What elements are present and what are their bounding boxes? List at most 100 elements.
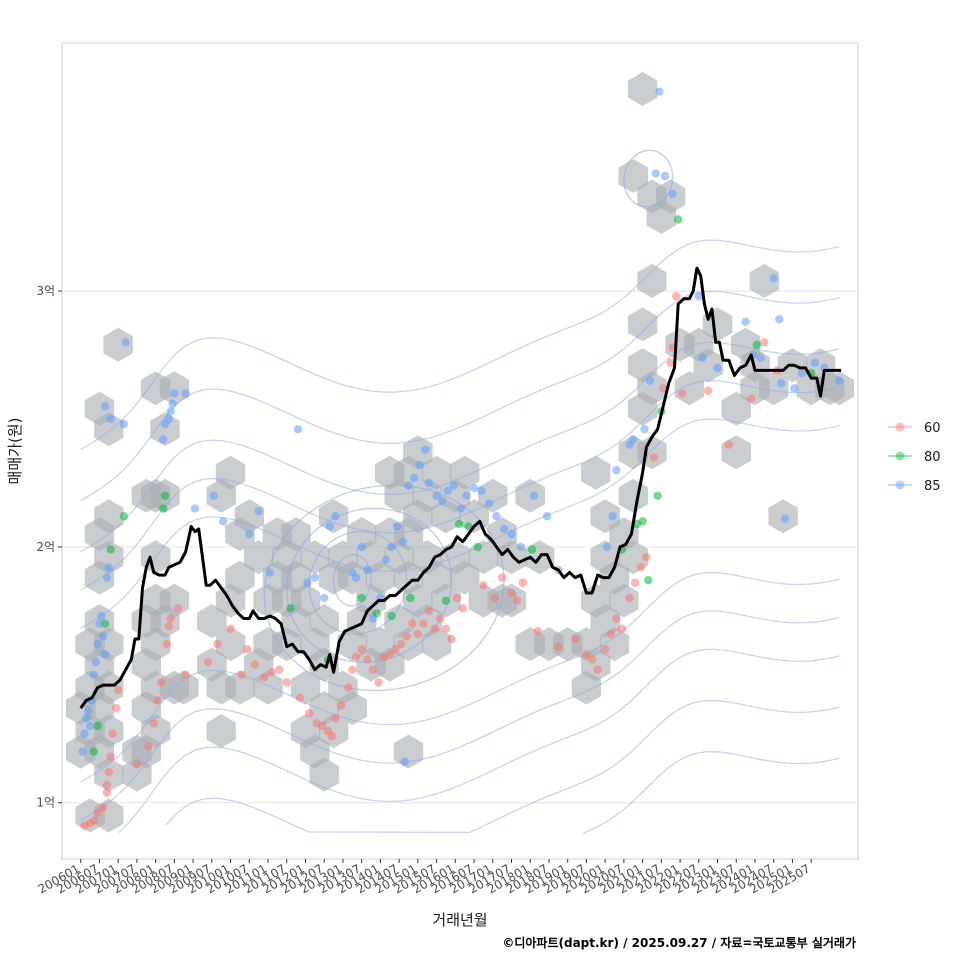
legend-key-point (895, 480, 905, 490)
data-point-60 (260, 673, 269, 682)
data-point-85 (158, 435, 168, 444)
density-contour (80, 572, 840, 783)
y-axis: 1억 2억 3억 (36, 284, 62, 810)
data-point-85 (835, 376, 844, 385)
data-point-85 (668, 189, 677, 199)
hexbin-cell (243, 540, 274, 575)
legend-label: 80 (924, 450, 941, 465)
data-point-80 (441, 596, 451, 605)
data-point-80 (158, 504, 168, 513)
data-point-60 (703, 386, 713, 396)
data-point-85 (310, 573, 320, 582)
data-point-60 (243, 645, 252, 654)
density-contour (80, 341, 840, 553)
data-point-60 (659, 384, 668, 393)
data-point-85 (400, 757, 409, 766)
data-point-60 (113, 685, 123, 695)
data-point-60 (344, 683, 353, 692)
data-point-60 (518, 578, 527, 587)
data-point-60 (490, 593, 499, 603)
data-point-85 (80, 729, 89, 738)
hexbin-cell (94, 499, 124, 534)
density-contour (263, 484, 505, 692)
data-point-85 (91, 657, 100, 667)
data-point-85 (713, 363, 722, 373)
hexbin-cell (215, 455, 246, 490)
data-point-60 (630, 578, 640, 587)
data-point-80 (89, 747, 99, 756)
data-point-80 (473, 542, 482, 552)
data-point-60 (305, 708, 314, 718)
legend-key-point (895, 422, 905, 432)
data-point-60 (357, 645, 366, 654)
data-point-85 (484, 499, 494, 508)
data-point-60 (554, 642, 563, 651)
data-point-85 (254, 506, 263, 516)
data-point-85 (181, 389, 190, 398)
data-point-60 (173, 604, 183, 613)
data-point-85 (89, 670, 99, 680)
data-point-80 (527, 545, 537, 554)
data-point-85 (651, 169, 660, 178)
data-point-85 (469, 483, 479, 493)
data-point-85 (166, 407, 175, 416)
data-point-85 (393, 522, 402, 531)
data-point-85 (95, 619, 104, 628)
data-point-80 (406, 593, 415, 603)
data-point-85 (660, 171, 670, 181)
data-point-85 (351, 573, 361, 582)
data-point-85 (106, 414, 115, 424)
data-point-60 (747, 394, 756, 403)
trend-line-layer (79, 266, 842, 709)
data-point-85 (640, 425, 649, 434)
data-point-60 (368, 665, 378, 674)
data-point-60 (348, 665, 357, 674)
data-point-85 (602, 542, 612, 552)
data-point-80 (286, 604, 295, 613)
data-point-85 (84, 706, 93, 715)
data-point-60 (93, 808, 102, 818)
data-point-85 (769, 274, 778, 283)
hexbin-cell (609, 583, 639, 618)
data-point-60 (226, 624, 235, 633)
data-point-60 (452, 593, 462, 603)
data-point-60 (351, 652, 361, 662)
legend-label: 60 (924, 421, 941, 436)
density-contour (623, 149, 674, 208)
data-point-80 (464, 522, 473, 531)
data-point-85 (357, 542, 366, 552)
data-point-60 (331, 714, 340, 723)
hexbin-cell (94, 670, 124, 705)
hexbin-cell (337, 691, 367, 726)
hexbin-cell (300, 540, 330, 575)
data-point-60 (275, 665, 284, 674)
data-point-60 (587, 655, 597, 664)
data-point-85 (325, 522, 335, 531)
hexbin-cell (309, 757, 339, 792)
data-point-60 (396, 639, 406, 649)
hexbin-cell (169, 670, 199, 705)
data-point-80 (160, 491, 170, 500)
data-point-85 (462, 491, 471, 500)
y-axis-title: 매매가(원) (6, 418, 24, 485)
hexbin-cell (215, 627, 246, 662)
data-point-85 (810, 358, 820, 367)
hexbin-cell (581, 455, 611, 490)
density-contour (286, 507, 453, 663)
data-point-60 (724, 440, 733, 449)
density-contour (80, 610, 840, 821)
data-point-85 (780, 514, 790, 523)
density-contour (80, 418, 840, 629)
density-contour (118, 648, 840, 834)
data-point-60 (636, 563, 645, 572)
data-point-60 (612, 614, 621, 623)
data-point-85 (456, 504, 466, 513)
data-point-60 (250, 660, 260, 669)
data-point-85 (104, 563, 114, 572)
hexbin-cell (94, 714, 124, 749)
data-point-85 (424, 478, 434, 488)
data-point-85 (629, 435, 638, 444)
data-point-60 (430, 624, 439, 633)
hexbin-cell (450, 560, 480, 595)
data-point-85 (507, 529, 516, 539)
